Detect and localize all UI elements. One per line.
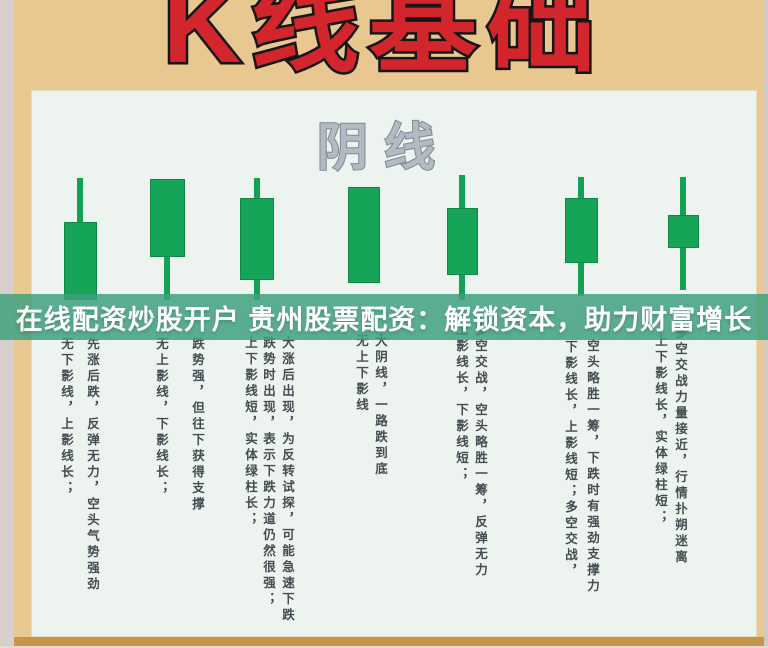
candle-2-lower-wick <box>164 257 170 300</box>
page-edge-bottom <box>0 646 768 648</box>
candle-2-body <box>150 179 185 257</box>
pattern-5-label-col-2: 多空交战，空头略胜一筹，反弹无力 <box>473 323 487 579</box>
candle-5-body <box>447 208 478 275</box>
pattern-3-label-col-3: 大涨后出现，为反转试探，可能急速下跌 <box>280 336 294 624</box>
candle-7-body <box>668 215 699 248</box>
pattern-2-label-col-2: 跌势强，但往下获得支撑 <box>190 337 204 513</box>
poster-title: K线基础 <box>161 0 605 85</box>
candle-6-body <box>565 198 598 263</box>
candle-3-body <box>240 198 274 280</box>
pattern-6-label-col-2: 空头略胜一筹，下跌时有强劲支撑力 <box>585 339 599 595</box>
pattern-7-label-col-1: 上下影线长，实体绿柱短； <box>653 334 667 526</box>
pattern-2-label-col-1: 无上影线，下影线长； <box>154 337 168 497</box>
pattern-4-label-col-2: 大阴线，一路跌到底 <box>373 334 387 478</box>
pattern-1-label-col-1: 无下影线，上影线长； <box>59 337 73 497</box>
pattern-1-label-col-2: 先涨后跌，反弹无力，空头气势强劲 <box>85 337 99 593</box>
promo-banner[interactable]: 在线配资炒股开户 贵州股票配资：解锁资本，助力财富增长 <box>0 294 768 340</box>
pattern-5-label-col-1: 上影线长，下影线短； <box>454 323 468 483</box>
pattern-3-label-col-1: 上下影线短，实体绿柱长； <box>243 336 257 528</box>
candle-5-upper-wick <box>459 175 465 208</box>
candle-1-upper-wick <box>77 178 83 222</box>
candle-5-lower-wick <box>459 275 465 300</box>
candle-6-lower-wick <box>578 263 584 296</box>
pattern-6-label-col-1: 下影线长，上影线短；多空交战， <box>563 340 577 580</box>
candle-4-body <box>348 187 380 283</box>
candle-3-lower-wick <box>254 280 260 300</box>
promo-banner-text: 在线配资炒股开户 贵州股票配资：解锁资本，助力财富增长 <box>15 304 753 335</box>
candle-3-upper-wick <box>254 178 260 198</box>
pattern-3-label-col-2: 跌势时出现，表示下跌力道仍然很强； <box>261 336 275 608</box>
pattern-7-label-col-2: 多空交战力量接近，行情扑朔迷离 <box>673 326 687 566</box>
frame-bottom-border <box>14 637 764 646</box>
section-title: 阴线 <box>316 118 451 177</box>
candle-1-body <box>64 222 97 300</box>
candle-6-upper-wick <box>578 177 584 198</box>
candle-7-upper-wick <box>680 177 686 215</box>
pattern-4-label-col-1: 无上下影线 <box>354 334 368 414</box>
candle-7-lower-wick <box>680 248 686 290</box>
